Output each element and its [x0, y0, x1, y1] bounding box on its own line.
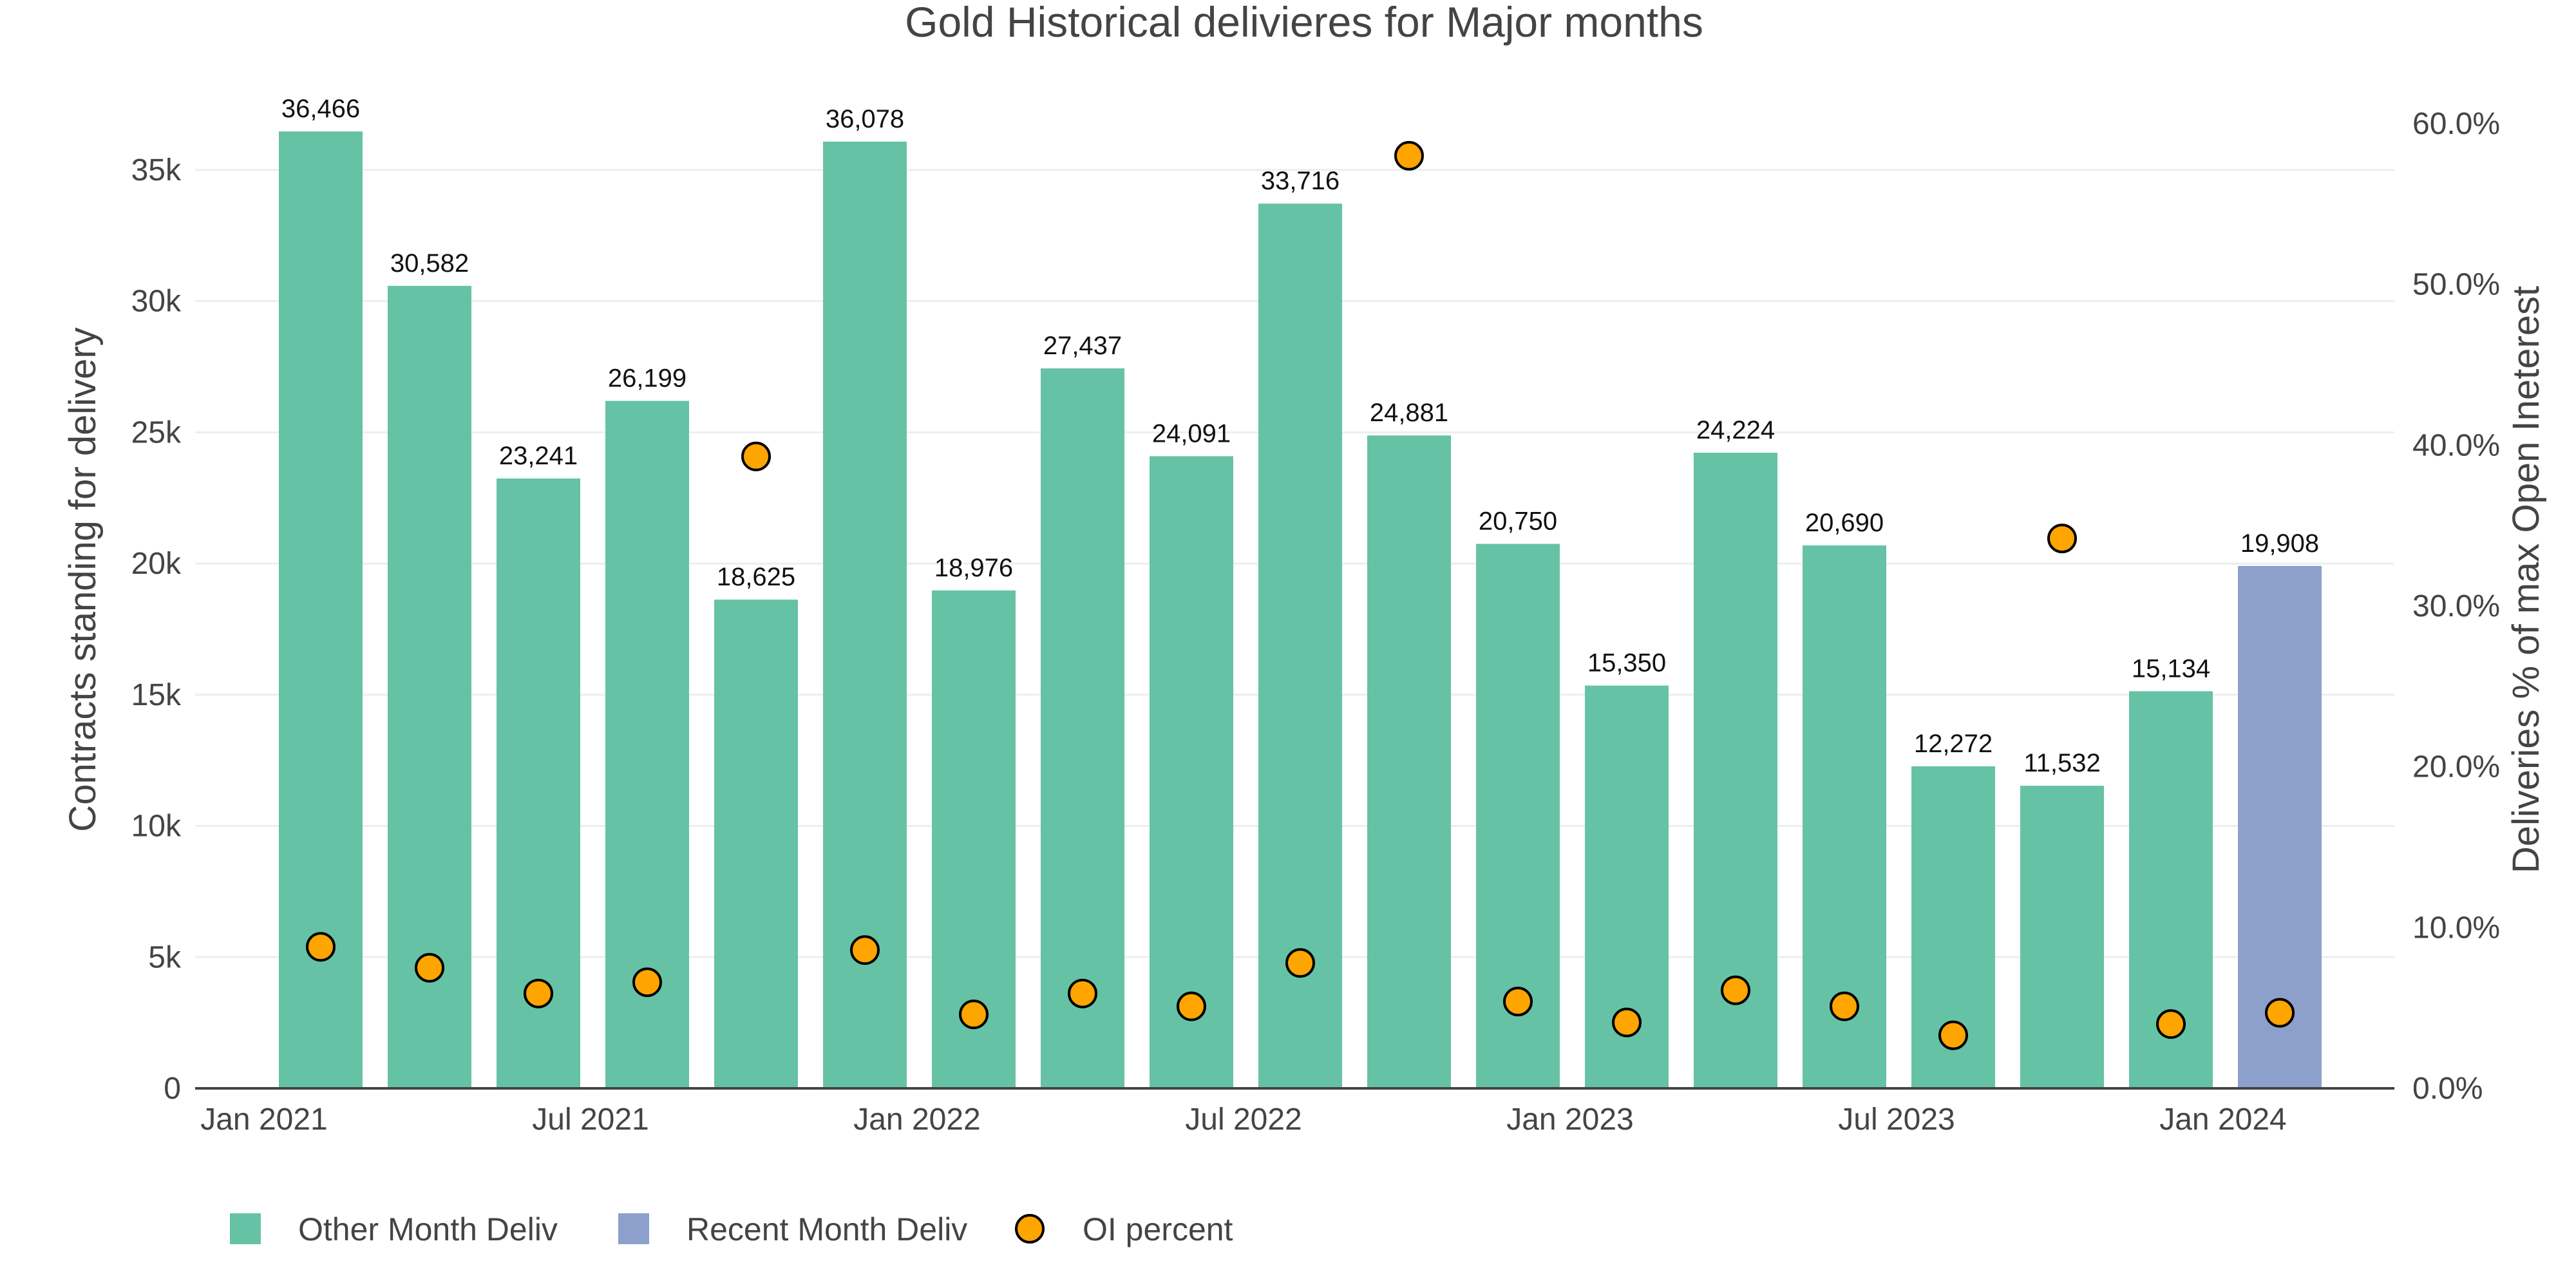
bar-value-label: 12,272 [1914, 730, 1993, 758]
y-tick-label: 15k [131, 678, 182, 712]
oi-percent-point [1503, 987, 1533, 1017]
oi-percent-point [1938, 1020, 1968, 1050]
x-tick-label: Jan 2021 [200, 1103, 328, 1137]
oi-percent-point [2047, 524, 2077, 554]
y2-tick-label: 0.0% [2412, 1072, 2483, 1106]
legend-label: OI percent [1083, 1211, 1233, 1247]
bar-value-label: 18,625 [717, 563, 795, 591]
oi-percent-point [1394, 140, 1424, 171]
bar-value-label: 20,690 [1805, 509, 1884, 537]
bar-value-label: 19,908 [2240, 529, 2319, 558]
legend-label: Other Month Deliv [298, 1211, 558, 1247]
y-tick-label: 35k [131, 153, 182, 187]
oi-percent-point [2265, 998, 2295, 1028]
bar-value-labels: 36,466 30,582 23,241 26,199 18,625 36,078 18,9… [281, 95, 2319, 777]
bar-value-label: 24,091 [1152, 419, 1231, 448]
legend: Other Month Deliv Recent Month Deliv OI pe… [230, 1211, 1233, 1247]
y2-tick-label: 10.0% [2412, 911, 2500, 945]
oi-percent-point [415, 952, 444, 983]
bar-value-label: 36,078 [826, 105, 904, 133]
bar [823, 141, 907, 1088]
x-tick-label: Jul 2022 [1185, 1103, 1302, 1137]
bar-value-label: 36,466 [281, 95, 360, 123]
oi-percent-point [2156, 1009, 2186, 1039]
y2-tick-label: 50.0% [2412, 268, 2500, 302]
bar-value-label: 26,199 [608, 364, 687, 392]
oi-percent-point [306, 932, 336, 962]
x-tick-label: Jul 2021 [532, 1103, 649, 1137]
oi-percent-point [1830, 991, 1859, 1021]
y-tick-label: 10k [131, 810, 182, 844]
oi-percent-point [850, 935, 880, 965]
y-axis-title: Contracts standing for delivery [62, 327, 104, 831]
oi-percent-points [306, 140, 2295, 1050]
bar [279, 131, 363, 1088]
y-tick-label: 30k [131, 285, 182, 319]
bar-value-label: 18,976 [934, 554, 1013, 582]
x-tick-label: Jul 2023 [1838, 1103, 1955, 1137]
bar [2020, 786, 2104, 1088]
bar [714, 600, 798, 1088]
y2-axis-title: Deliveries % of max Open Ineterest [2505, 286, 2547, 873]
bar-value-label: 27,437 [1043, 332, 1122, 360]
bar-value-label: 15,350 [1587, 649, 1666, 677]
bar-value-label: 33,716 [1261, 167, 1340, 195]
bar-value-label: 24,224 [1696, 416, 1775, 444]
axes: 0 5k 10k 15k 20k 25k 30k 35k 0.0% 10.0% 20.0% 30.0%… [131, 107, 2501, 1137]
x-tick-label: Jan 2023 [1506, 1103, 1634, 1137]
oi-percent-point [1068, 978, 1097, 1009]
y-tick-label: 0 [164, 1072, 181, 1106]
y2-tick-label: 20.0% [2412, 750, 2500, 784]
bar [1150, 456, 1233, 1088]
bar [1041, 368, 1124, 1088]
y-tick-label: 20k [131, 547, 182, 581]
bar [1367, 435, 1451, 1088]
legend-swatch [1015, 1214, 1045, 1244]
y2-tick-label: 60.0% [2412, 107, 2500, 141]
y2-tick-label: 30.0% [2412, 589, 2500, 623]
bar-value-label: 30,582 [390, 249, 469, 278]
oi-percent-point [524, 978, 553, 1009]
bar [1258, 204, 1342, 1088]
oi-percent-point [1612, 1007, 1642, 1037]
legend-swatch [230, 1213, 261, 1244]
legend-swatch [618, 1213, 649, 1244]
x-tick-label: Jan 2024 [2159, 1103, 2287, 1137]
bars [279, 131, 2322, 1089]
y-tick-label: 5k [148, 940, 182, 974]
oi-percent-point [959, 999, 989, 1030]
y2-tick-label: 40.0% [2412, 428, 2500, 462]
oi-percent-point [741, 441, 771, 471]
bar-value-label: 20,750 [1479, 507, 1557, 536]
bar-value-label: 24,881 [1370, 399, 1448, 427]
legend-label: Recent Month Deliv [687, 1211, 967, 1247]
x-tick-label: Jan 2022 [853, 1103, 981, 1137]
oi-percent-point [1721, 975, 1750, 1005]
bar-value-label: 11,532 [2023, 749, 2100, 777]
oi-percent-point [632, 967, 662, 998]
bar-value-label: 15,134 [2132, 654, 2210, 683]
y-tick-label: 25k [131, 415, 182, 450]
oi-percent-point [1177, 991, 1206, 1021]
oi-percent-point [1285, 948, 1315, 978]
chart-title: Gold Historical delivieres for Major mon… [905, 0, 1703, 46]
bar-value-label: 23,241 [499, 442, 578, 470]
